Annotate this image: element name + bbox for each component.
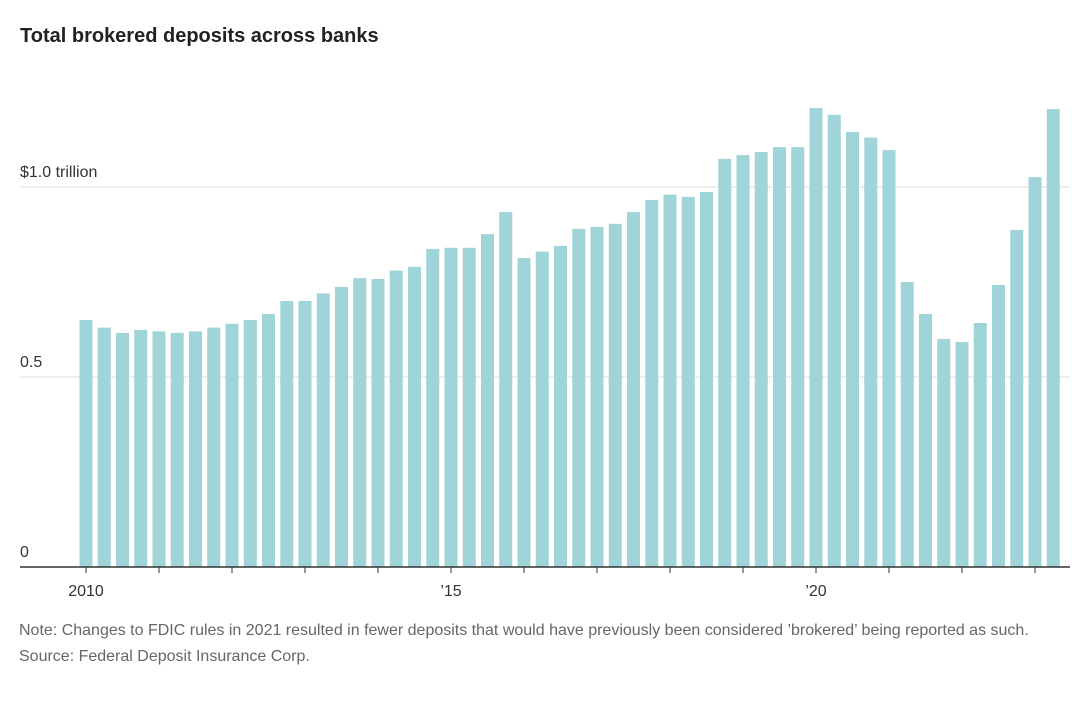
footnote: Note: Changes to FDIC rules in 2021 resu…: [19, 622, 1029, 665]
x-tick-label: ’15: [440, 583, 461, 600]
bar: [189, 331, 202, 567]
bar: [645, 199, 659, 568]
bar: [937, 339, 951, 567]
bar: [371, 278, 385, 567]
bar: [79, 320, 93, 567]
bar: [280, 301, 294, 567]
bar: [718, 158, 732, 567]
bar: [116, 332, 129, 567]
bar: [243, 320, 257, 567]
bar: [773, 147, 786, 567]
bar: [791, 147, 805, 567]
bar: [426, 248, 440, 567]
bar: [681, 196, 695, 567]
x-tick-label: ’20: [805, 583, 826, 600]
bar: [846, 131, 859, 567]
bar: [298, 301, 312, 567]
bar: [864, 137, 878, 567]
bar: [207, 327, 221, 567]
bar: [152, 331, 166, 567]
bar: [517, 258, 531, 567]
bar: [700, 191, 713, 567]
bar: [955, 342, 969, 567]
bar: [262, 313, 275, 567]
bar: [97, 327, 111, 567]
bar: [736, 155, 750, 567]
bar: [1046, 109, 1060, 567]
chart-title: Total brokered deposits across banks: [20, 25, 379, 47]
bar: [535, 251, 549, 567]
bar: [389, 270, 403, 567]
bar: [900, 282, 914, 567]
bar: [444, 247, 458, 568]
bar: [225, 323, 239, 567]
bar: [572, 228, 586, 568]
bar: [170, 332, 184, 567]
bar: [992, 285, 1005, 567]
bar: [462, 247, 476, 568]
note: Note: Changes to FDIC rules in 2021 resu…: [19, 622, 1029, 639]
y-tick-label: 0: [20, 544, 29, 561]
bar: [882, 150, 896, 567]
bar: [554, 245, 567, 567]
bar: [608, 223, 622, 568]
y-tick-label: 0.5: [20, 354, 42, 371]
bar: [919, 313, 932, 567]
bar: [809, 107, 823, 568]
bar: [663, 194, 677, 567]
bar: [499, 212, 513, 567]
bar: [481, 234, 494, 567]
bar: [590, 226, 604, 567]
bar: [316, 293, 330, 567]
bar: [134, 329, 148, 567]
bar: [353, 278, 367, 567]
bar: [408, 266, 421, 567]
bar: [335, 286, 348, 567]
y-tick-label: $1.0 trillion: [20, 164, 97, 181]
bar: [627, 212, 640, 567]
x-tick-label: 2010: [68, 583, 104, 600]
bar: [754, 152, 768, 568]
bar: [973, 323, 987, 567]
bar: [1010, 229, 1024, 567]
bar: [1028, 177, 1042, 567]
bar: [827, 114, 841, 568]
source: Source: Federal Deposit Insurance Corp.: [19, 648, 310, 665]
